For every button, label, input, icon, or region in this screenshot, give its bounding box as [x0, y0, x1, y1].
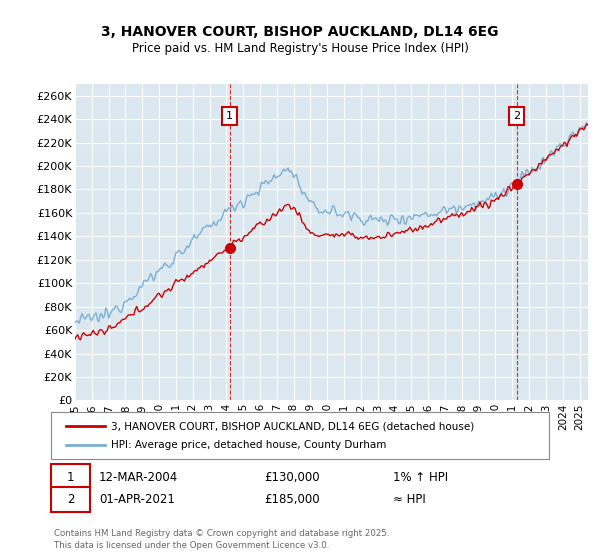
- Text: £130,000: £130,000: [264, 470, 320, 484]
- Text: 1: 1: [226, 111, 233, 120]
- Text: 1% ↑ HPI: 1% ↑ HPI: [393, 470, 448, 484]
- Text: 3, HANOVER COURT, BISHOP AUCKLAND, DL14 6EG: 3, HANOVER COURT, BISHOP AUCKLAND, DL14 …: [101, 25, 499, 39]
- Text: Price paid vs. HM Land Registry's House Price Index (HPI): Price paid vs. HM Land Registry's House …: [131, 42, 469, 55]
- Text: 01-APR-2021: 01-APR-2021: [99, 493, 175, 506]
- Text: HPI: Average price, detached house, County Durham: HPI: Average price, detached house, Coun…: [111, 440, 386, 450]
- Text: 12-MAR-2004: 12-MAR-2004: [99, 470, 178, 484]
- Text: 1: 1: [67, 470, 74, 484]
- Text: 2: 2: [513, 111, 520, 120]
- Text: £185,000: £185,000: [264, 493, 320, 506]
- Text: Contains HM Land Registry data © Crown copyright and database right 2025.
This d: Contains HM Land Registry data © Crown c…: [54, 529, 389, 550]
- Text: 2: 2: [67, 493, 74, 506]
- Text: 3, HANOVER COURT, BISHOP AUCKLAND, DL14 6EG (detached house): 3, HANOVER COURT, BISHOP AUCKLAND, DL14 …: [111, 421, 474, 431]
- Text: ≈ HPI: ≈ HPI: [393, 493, 426, 506]
